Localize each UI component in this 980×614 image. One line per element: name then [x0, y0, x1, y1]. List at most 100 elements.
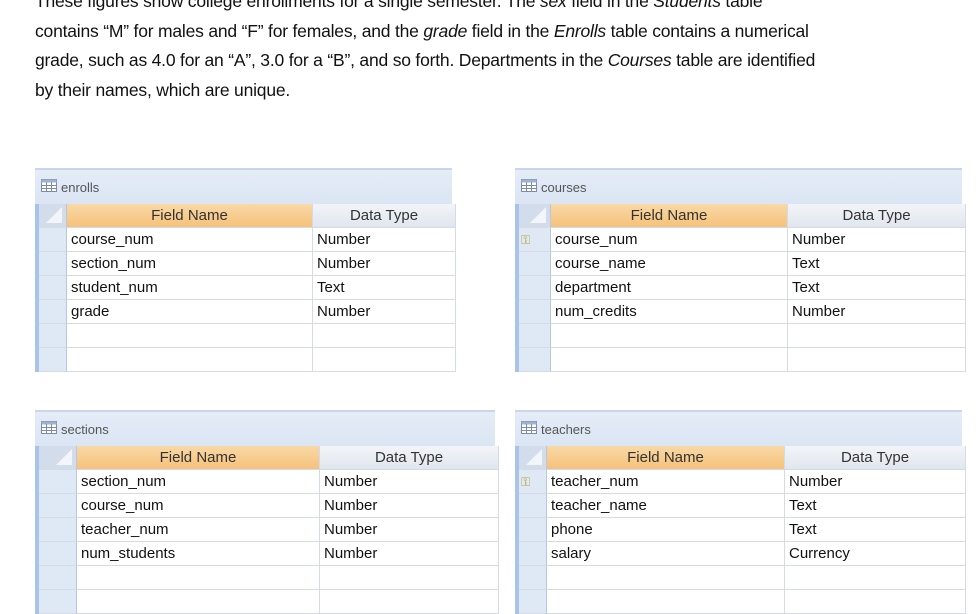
data-type-cell[interactable]: Number	[320, 518, 499, 542]
select-all-corner[interactable]	[39, 204, 67, 228]
field-name-cell-empty[interactable]	[547, 566, 785, 590]
data-type-cell[interactable]: Number	[313, 300, 456, 324]
table-sections: sections Field Name Data Type section_num Nu…	[35, 410, 499, 614]
row-selector-new[interactable]	[519, 566, 547, 590]
data-type-cell[interactable]: Text	[785, 518, 966, 542]
row-selector-new[interactable]	[39, 324, 67, 348]
field-name-cell[interactable]: grade	[67, 300, 313, 324]
field-name-cell[interactable]: salary	[547, 542, 785, 566]
text-segment: table	[720, 0, 763, 11]
description-paragraph: These figures show college enrollments f…	[35, 0, 815, 105]
field-name-cell[interactable]: section_num	[67, 252, 313, 276]
data-type-cell[interactable]: Number	[785, 470, 966, 494]
field-name-cell[interactable]: course_name	[551, 252, 788, 276]
row-selector[interactable]	[39, 228, 67, 252]
data-type-cell[interactable]: Text	[313, 276, 456, 300]
table-icon	[521, 421, 541, 437]
field-name-cell[interactable]: num_students	[77, 542, 320, 566]
field-name-cell[interactable]: course_num	[551, 228, 788, 252]
field-name-cell-empty[interactable]	[67, 324, 313, 348]
row-selector[interactable]	[39, 494, 77, 518]
select-all-corner[interactable]	[39, 446, 77, 470]
table-name: sections	[61, 421, 109, 437]
data-type-cell[interactable]: Text	[788, 276, 966, 300]
row-selector[interactable]	[519, 542, 547, 566]
row-selector[interactable]	[39, 300, 67, 324]
primary-key-icon: ⚿	[521, 475, 531, 489]
text-segment: by their names, which are unique.	[35, 79, 291, 100]
field-name-cell[interactable]: teacher_num	[547, 470, 785, 494]
paragraph-line: These figures show college enrollments f…	[35, 0, 815, 17]
filler-cell	[785, 590, 966, 614]
field-name-cell[interactable]: teacher_name	[547, 494, 785, 518]
header-field-name[interactable]: Field Name	[67, 204, 313, 228]
field-name-cell[interactable]: course_num	[67, 228, 313, 252]
row-selector[interactable]	[39, 276, 67, 300]
header-field-name[interactable]: Field Name	[77, 446, 320, 470]
field-name-cell[interactable]: section_num	[77, 470, 320, 494]
data-type-cell[interactable]: Number	[788, 228, 966, 252]
header-data-type[interactable]: Data Type	[785, 446, 966, 470]
row-selector[interactable]	[39, 542, 77, 566]
table-title-bar[interactable]: teachers	[515, 410, 962, 446]
field-name-cell[interactable]: num_credits	[551, 300, 788, 324]
row-selector[interactable]	[519, 252, 551, 276]
data-type-cell-empty[interactable]	[320, 566, 499, 590]
data-type-cell[interactable]: Text	[788, 252, 966, 276]
header-data-type[interactable]: Data Type	[788, 204, 966, 228]
filler-cell	[547, 590, 785, 614]
text-segment: field in the	[467, 20, 554, 41]
data-type-cell[interactable]: Number	[320, 470, 499, 494]
text-segment: These figures show college enrollments f…	[35, 0, 540, 11]
data-type-cell[interactable]: Text	[785, 494, 966, 518]
text-segment: contains “M” for males and “F” for femal…	[35, 20, 424, 41]
table-title-bar[interactable]: sections	[35, 410, 495, 446]
filler-cell	[313, 348, 456, 372]
row-selector[interactable]	[519, 276, 551, 300]
data-type-cell[interactable]: Currency	[785, 542, 966, 566]
row-selector[interactable]: ⚿	[519, 470, 547, 494]
table-name: teachers	[541, 421, 591, 437]
text-segment: Students	[653, 0, 721, 11]
design-grid: Field Name Data Type ⚿ teacher_num Number tea…	[515, 446, 966, 614]
field-name-cell[interactable]: course_num	[77, 494, 320, 518]
text-segment: table contains a numerical	[605, 20, 809, 41]
field-name-cell-empty[interactable]	[551, 324, 788, 348]
data-type-cell[interactable]: Number	[788, 300, 966, 324]
row-selector-filler	[519, 590, 547, 614]
header-field-name[interactable]: Field Name	[551, 204, 788, 228]
row-selector-filler	[519, 348, 551, 372]
row-selector-new[interactable]	[519, 324, 551, 348]
row-selector[interactable]	[39, 252, 67, 276]
header-data-type[interactable]: Data Type	[320, 446, 499, 470]
field-name-cell[interactable]: phone	[547, 518, 785, 542]
select-all-corner[interactable]	[519, 446, 547, 470]
data-type-cell-empty[interactable]	[788, 324, 966, 348]
table-name: enrolls	[61, 179, 100, 195]
data-type-cell[interactable]: Number	[313, 252, 456, 276]
text-segment: Enrolls	[553, 20, 606, 41]
field-name-cell[interactable]: teacher_num	[77, 518, 320, 542]
field-name-cell[interactable]: student_num	[67, 276, 313, 300]
row-selector-new[interactable]	[39, 566, 77, 590]
field-name-cell-empty[interactable]	[77, 566, 320, 590]
row-selector[interactable]	[519, 300, 551, 324]
data-type-cell[interactable]: Number	[320, 542, 499, 566]
header-field-name[interactable]: Field Name	[547, 446, 785, 470]
select-all-corner[interactable]	[519, 204, 551, 228]
field-name-cell[interactable]: department	[551, 276, 788, 300]
table-title-bar[interactable]: courses	[515, 168, 962, 204]
row-selector[interactable]	[519, 494, 547, 518]
header-data-type[interactable]: Data Type	[313, 204, 456, 228]
data-type-cell[interactable]: Number	[313, 228, 456, 252]
design-grid: Field Name Data Type section_num Number cour…	[35, 446, 499, 614]
data-type-cell-empty[interactable]	[313, 324, 456, 348]
table-title-bar[interactable]: enrolls	[35, 168, 452, 204]
data-type-cell-empty[interactable]	[785, 566, 966, 590]
data-type-cell[interactable]: Number	[320, 494, 499, 518]
row-selector[interactable]	[39, 518, 77, 542]
row-selector[interactable]: ⚿	[519, 228, 551, 252]
row-selector[interactable]	[519, 518, 547, 542]
row-selector[interactable]	[39, 470, 77, 494]
text-segment: field in the	[566, 0, 654, 11]
